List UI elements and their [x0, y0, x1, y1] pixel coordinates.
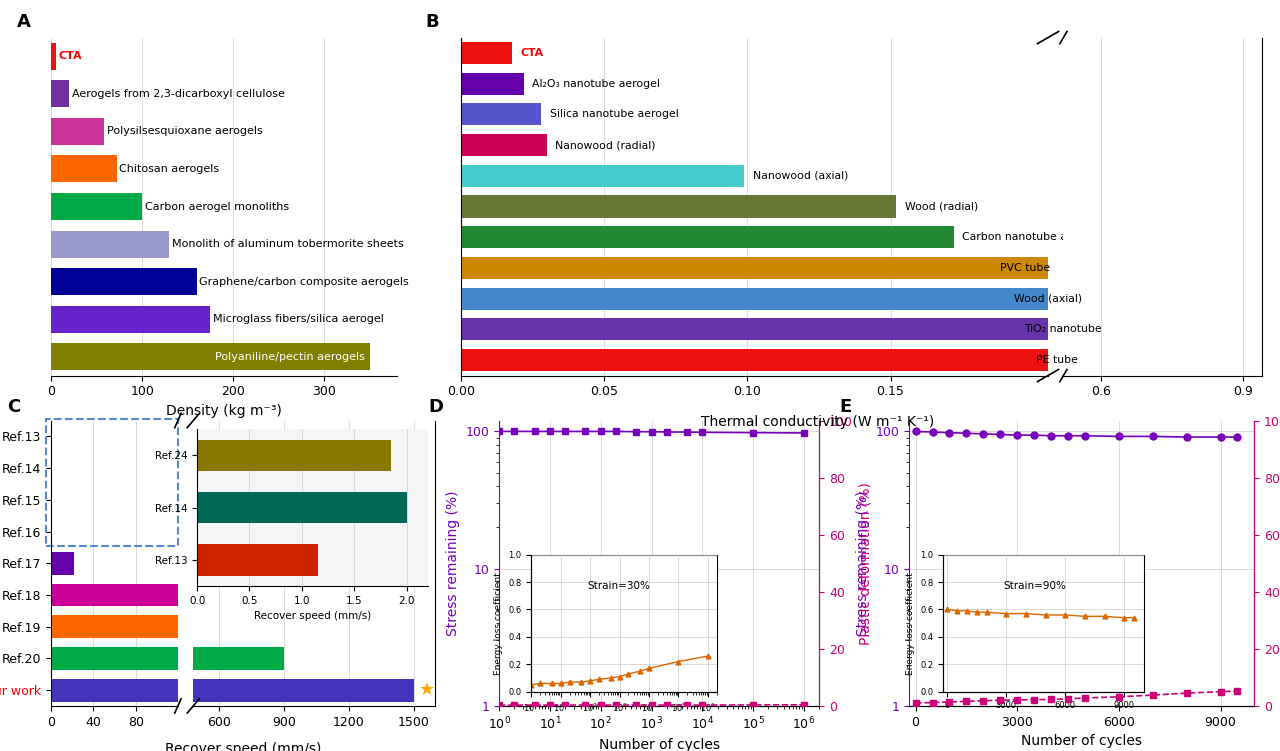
Bar: [51, 615, 220, 638]
X-axis label: Number of cycles: Number of cycles: [599, 737, 719, 751]
Text: Nanowood (radial): Nanowood (radial): [556, 140, 655, 150]
Text: CTA: CTA: [59, 51, 82, 62]
Bar: [461, 104, 541, 125]
Text: Silica nanotube aerogel: Silica nanotube aerogel: [549, 110, 678, 119]
Bar: [818, 195, 890, 218]
Bar: [818, 104, 831, 125]
Bar: [90, 647, 284, 670]
X-axis label: Number of cycles: Number of cycles: [1021, 734, 1142, 748]
Text: Nanowood (axial): Nanowood (axial): [753, 170, 849, 181]
Text: Graphene/carbon composite aerogels: Graphene/carbon composite aerogels: [200, 276, 410, 287]
Bar: [818, 164, 864, 187]
Y-axis label: Plastic deformation (%): Plastic deformation (%): [859, 482, 873, 644]
Y-axis label: Stress remaining (%): Stress remaining (%): [445, 490, 460, 636]
Bar: [461, 257, 1280, 279]
Bar: [51, 43, 56, 70]
Text: CTA: CTA: [521, 48, 544, 58]
Bar: [90, 615, 124, 638]
Bar: [90, 584, 115, 606]
Bar: [90, 679, 413, 701]
Text: Microglass fibers/silica aerogel: Microglass fibers/silica aerogel: [212, 314, 384, 324]
Text: Aerogels from 2,3-dicarboxyl cellulose: Aerogels from 2,3-dicarboxyl cellulose: [72, 89, 285, 99]
Bar: [197, 439, 390, 471]
Bar: [461, 318, 1280, 340]
Text: E: E: [840, 398, 852, 416]
Text: Carbon aerogel monoliths: Carbon aerogel monoliths: [145, 201, 289, 212]
Text: Chitosan aerogels: Chitosan aerogels: [119, 164, 220, 174]
Bar: [461, 226, 954, 249]
Text: TiO₂ nanotube: TiO₂ nanotube: [1024, 324, 1101, 334]
Bar: [818, 318, 1021, 340]
Text: PVC tube: PVC tube: [1000, 263, 1050, 273]
Bar: [461, 195, 896, 218]
Bar: [818, 349, 1033, 371]
Text: PE tube: PE tube: [1036, 355, 1078, 365]
Text: Wood (axial): Wood (axial): [1014, 294, 1083, 303]
Bar: [461, 73, 524, 95]
Bar: [51, 193, 142, 220]
Bar: [51, 306, 210, 333]
Bar: [51, 647, 1002, 670]
Bar: [197, 544, 317, 575]
X-axis label: Recover speed (mm/s): Recover speed (mm/s): [253, 611, 371, 621]
Bar: [818, 257, 997, 279]
Bar: [197, 492, 407, 523]
Bar: [818, 226, 899, 249]
Text: D: D: [429, 398, 444, 416]
Text: B: B: [425, 14, 439, 32]
Bar: [461, 349, 1280, 371]
Bar: [818, 42, 826, 64]
Text: Recover speed (mm/s): Recover speed (mm/s): [165, 742, 321, 751]
Text: Wood (radial): Wood (radial): [905, 201, 978, 212]
Text: Monolith of aluminum tobermorite sheets: Monolith of aluminum tobermorite sheets: [173, 239, 404, 249]
Bar: [461, 42, 512, 64]
Bar: [51, 155, 116, 182]
Text: Polyaniline/pectin aerogels: Polyaniline/pectin aerogels: [215, 351, 365, 362]
Text: C: C: [6, 398, 20, 416]
Bar: [818, 288, 1011, 309]
Bar: [461, 164, 745, 187]
Bar: [51, 584, 178, 606]
X-axis label: Density (kg m⁻³): Density (kg m⁻³): [166, 404, 282, 418]
Text: Al₂O₃ nanotube aerogel: Al₂O₃ nanotube aerogel: [532, 79, 660, 89]
Text: Polysilsesquioxane aerogels: Polysilsesquioxane aerogels: [106, 126, 262, 137]
Bar: [51, 231, 169, 258]
Bar: [461, 134, 547, 156]
Text: A: A: [17, 14, 31, 32]
Bar: [51, 268, 197, 295]
Bar: [51, 679, 1280, 701]
Text: Carbon nanotube aerogel: Carbon nanotube aerogel: [963, 232, 1102, 243]
Bar: [51, 118, 104, 145]
Bar: [818, 73, 828, 95]
Bar: [818, 134, 832, 156]
Bar: [51, 343, 370, 370]
Bar: [90, 552, 95, 575]
Y-axis label: Stress remaining (%): Stress remaining (%): [855, 490, 869, 636]
Bar: [51, 80, 69, 107]
Text: Thermal conductivity (W m⁻¹ K⁻¹): Thermal conductivity (W m⁻¹ K⁻¹): [701, 415, 934, 429]
Bar: [461, 288, 1280, 309]
Bar: [51, 552, 74, 575]
Text: ★: ★: [419, 681, 435, 699]
